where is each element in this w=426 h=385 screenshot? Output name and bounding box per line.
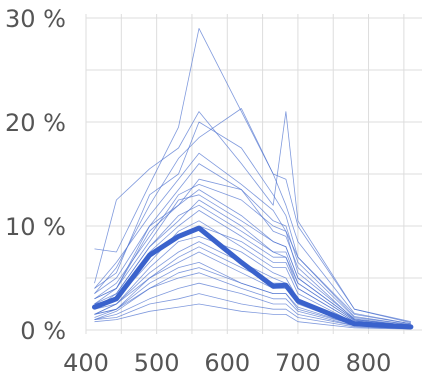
- y-tick-label: 10 %: [5, 213, 66, 241]
- series-line: [94, 108, 411, 325]
- series-line: [94, 183, 411, 327]
- x-tick-label: 400: [63, 349, 109, 377]
- y-tick-label: 0 %: [20, 317, 66, 345]
- x-tick-label: 600: [204, 349, 250, 377]
- series-line: [94, 235, 411, 329]
- series-line: [94, 178, 411, 327]
- series-line: [94, 189, 411, 327]
- x-tick-label: 500: [134, 349, 180, 377]
- series-line: [94, 27, 411, 324]
- series-lines: [94, 27, 411, 330]
- mean-line: [92, 225, 414, 330]
- x-tick-label: 800: [346, 349, 392, 377]
- series-line: [94, 293, 411, 330]
- y-tick-label: 30 %: [5, 5, 66, 33]
- y-tick-label: 20 %: [5, 109, 66, 137]
- series-line: [94, 282, 411, 330]
- series-line: [94, 220, 411, 328]
- series-line: [94, 111, 411, 323]
- x-tick-label: 700: [275, 349, 321, 377]
- series-line: [94, 303, 411, 330]
- series-line: [94, 199, 411, 328]
- series-line: [94, 272, 411, 329]
- series-line: [94, 267, 411, 329]
- series-line: [94, 152, 411, 326]
- series-line: [94, 121, 411, 325]
- grid: [85, 14, 422, 334]
- axis-labels: 0 % 10 % 20 % 30 % 400 500 600 700 800: [5, 5, 391, 377]
- mean-series: [92, 225, 414, 330]
